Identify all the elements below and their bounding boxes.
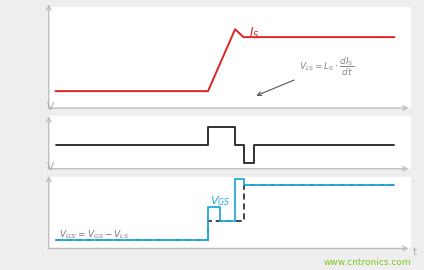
Text: $V_{GS'} = V_{GS} - V_{LS}$: $V_{GS'} = V_{GS} - V_{LS}$ xyxy=(59,229,129,241)
Text: V: V xyxy=(47,102,54,112)
Text: V: V xyxy=(47,162,54,172)
Text: www.cntronics.com: www.cntronics.com xyxy=(324,258,411,267)
Text: t: t xyxy=(413,247,417,257)
Text: $V_{GS}$: $V_{GS}$ xyxy=(210,195,230,208)
Text: $V_{LS} = L_S \cdot \dfrac{dI_S}{dt}$: $V_{LS} = L_S \cdot \dfrac{dI_S}{dt}$ xyxy=(257,55,355,96)
Text: $I_S$: $I_S$ xyxy=(248,26,259,41)
